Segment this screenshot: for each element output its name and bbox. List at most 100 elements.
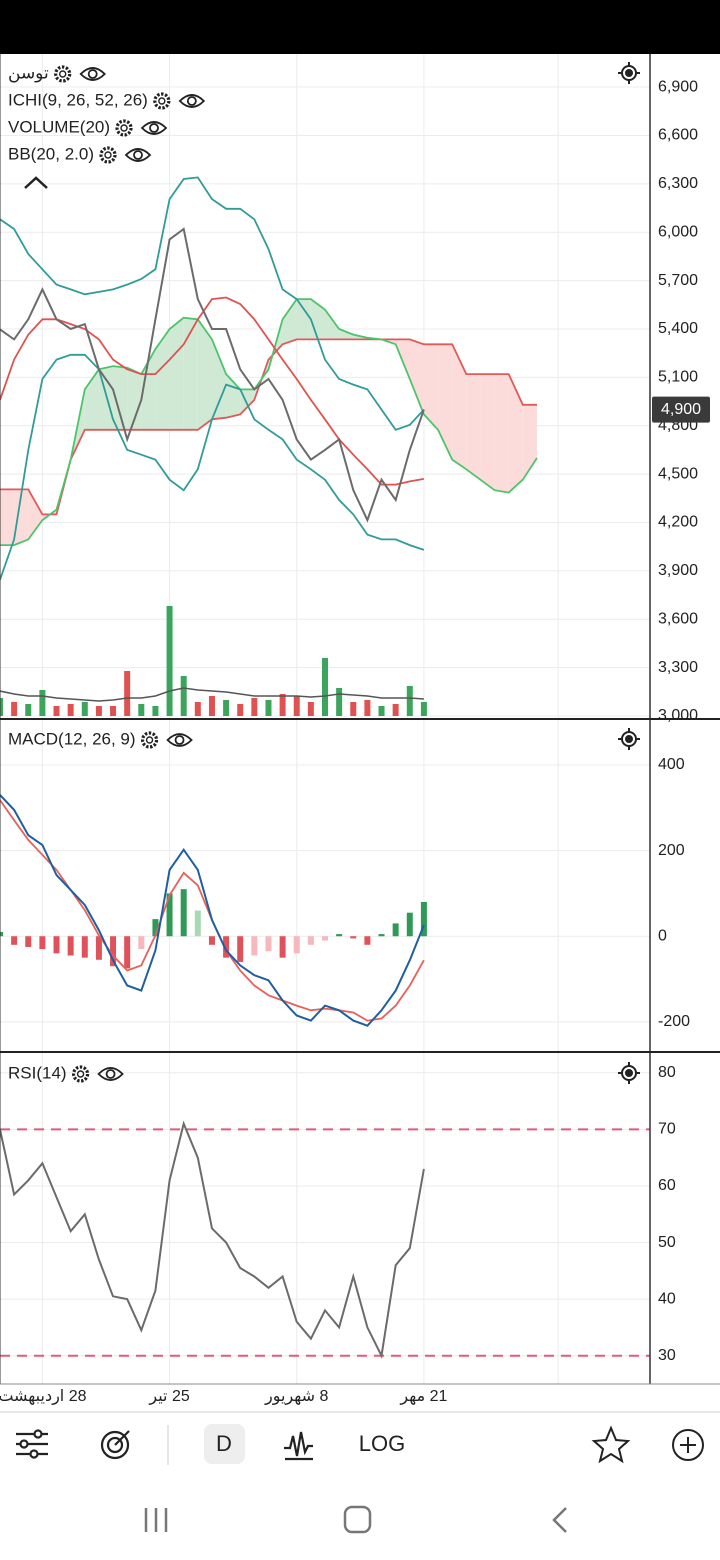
status-bar — [0, 0, 720, 54]
y-tick-label: 3,000 — [658, 707, 698, 724]
volume-bar — [350, 702, 357, 716]
y-tick-label: 70 — [658, 1121, 676, 1138]
cloud-segment — [28, 489, 43, 540]
collapse-button[interactable] — [24, 176, 48, 189]
x-tick-label: 21 مهر — [399, 1388, 447, 1406]
volume-ma-line — [0, 687, 424, 702]
visibility-icon — [133, 150, 143, 160]
cloud-segment — [211, 339, 227, 420]
plot-area — [0, 176, 538, 716]
cloud-segment — [127, 367, 142, 430]
settings-icon — [120, 124, 128, 132]
volume-bar — [39, 690, 46, 716]
log-button[interactable]: LOG — [359, 1431, 405, 1456]
cloud-segment — [452, 344, 467, 470]
series-line — [0, 296, 425, 486]
histogram-bar — [406, 912, 413, 937]
x-tick-label: 28 اردیبهشت — [0, 1388, 87, 1406]
cloud-segment — [155, 328, 170, 430]
y-tick-label: 5,100 — [658, 369, 698, 386]
series-line — [0, 1120, 425, 1359]
volume-bar — [420, 702, 427, 716]
histogram-bar — [208, 936, 215, 945]
indicators-button[interactable] — [100, 1430, 130, 1460]
volume-bar — [336, 688, 343, 716]
series-line — [0, 338, 537, 516]
y-tick-label: 6,300 — [658, 175, 698, 192]
add-button[interactable] — [672, 1429, 704, 1461]
locate-button[interactable] — [618, 1062, 640, 1084]
y-tick-label: -200 — [658, 1013, 690, 1030]
y-tick-label: 30 — [658, 1347, 676, 1364]
volume-bar — [138, 704, 145, 716]
mark-layer — [0, 176, 650, 1359]
x-tick-label: 25 تیر — [148, 1388, 189, 1406]
settings-button[interactable] — [16, 1429, 48, 1459]
cloud-segment — [296, 299, 311, 340]
settings-icon — [153, 92, 171, 110]
visibility-icon — [178, 94, 206, 108]
cloud-segment — [423, 344, 439, 430]
nav-recent-button[interactable] — [144, 1508, 168, 1532]
cloud-segment — [466, 374, 481, 480]
cloud-segment — [197, 319, 212, 430]
histogram-bar — [180, 889, 187, 937]
volume-bar — [223, 700, 230, 716]
volume-bar — [265, 700, 272, 716]
favorite-button[interactable] — [591, 1425, 631, 1464]
volume-bar — [364, 700, 371, 716]
volume-bar — [208, 696, 215, 716]
x-tick-label: 8 شهریور — [264, 1388, 329, 1406]
cloud-segment — [0, 489, 15, 546]
y-tick-label: 40 — [658, 1290, 676, 1307]
histogram-bar — [124, 936, 131, 969]
y-tick-label: 0 — [658, 927, 667, 944]
histogram-bar — [350, 936, 357, 939]
y-tick-label: 50 — [658, 1234, 676, 1251]
last-price-label: 4,900 — [661, 401, 701, 418]
locate-button[interactable] — [618, 728, 640, 750]
indicator-label: VOLUME(20) — [8, 117, 110, 136]
volume-bar — [166, 606, 173, 716]
volume-bar — [152, 706, 159, 716]
settings-icon — [99, 146, 117, 164]
visibility-icon — [140, 121, 168, 135]
series-line — [0, 799, 425, 1022]
visibility-icon — [166, 733, 193, 747]
histogram-bar — [336, 934, 343, 937]
histogram-bar — [237, 936, 244, 962]
cloud-segment — [522, 404, 537, 480]
cloud-segment — [183, 317, 198, 430]
nav-back-button[interactable] — [552, 1507, 567, 1533]
visibility-icon — [87, 69, 98, 79]
y-tick-label: 4,500 — [658, 465, 698, 482]
histogram-bar — [138, 936, 145, 950]
interval-button-bg[interactable] — [204, 1424, 245, 1464]
y-tick-label: 6,600 — [658, 127, 698, 144]
y-tick-label: 3,300 — [658, 659, 698, 676]
cloud-segment — [508, 374, 523, 493]
settings-icon — [71, 1065, 90, 1083]
interval-button[interactable]: D — [216, 1431, 232, 1456]
settings-icon — [104, 151, 112, 159]
volume-bar — [322, 658, 328, 716]
y-tick-label: 5,400 — [658, 320, 698, 337]
y-tick-label: 400 — [658, 756, 685, 773]
histogram-bar — [265, 936, 272, 952]
cloud-segment — [438, 344, 453, 460]
settings-icon — [59, 70, 67, 78]
histogram-bar — [110, 936, 117, 967]
y-tick-label: 4,200 — [658, 514, 698, 531]
volume-bar — [11, 702, 18, 716]
volume-bar — [0, 698, 3, 716]
nav-home-button[interactable] — [343, 1505, 372, 1534]
volume-bar — [81, 702, 88, 716]
y-tick-label: 80 — [658, 1064, 676, 1081]
chart-type-button[interactable] — [284, 1431, 313, 1461]
histogram-bar — [251, 936, 258, 956]
settings-icon — [54, 65, 72, 83]
locate-button[interactable] — [618, 62, 640, 84]
volume-bar — [110, 706, 117, 716]
histogram-bar — [166, 893, 173, 937]
histogram-bar — [53, 936, 60, 954]
